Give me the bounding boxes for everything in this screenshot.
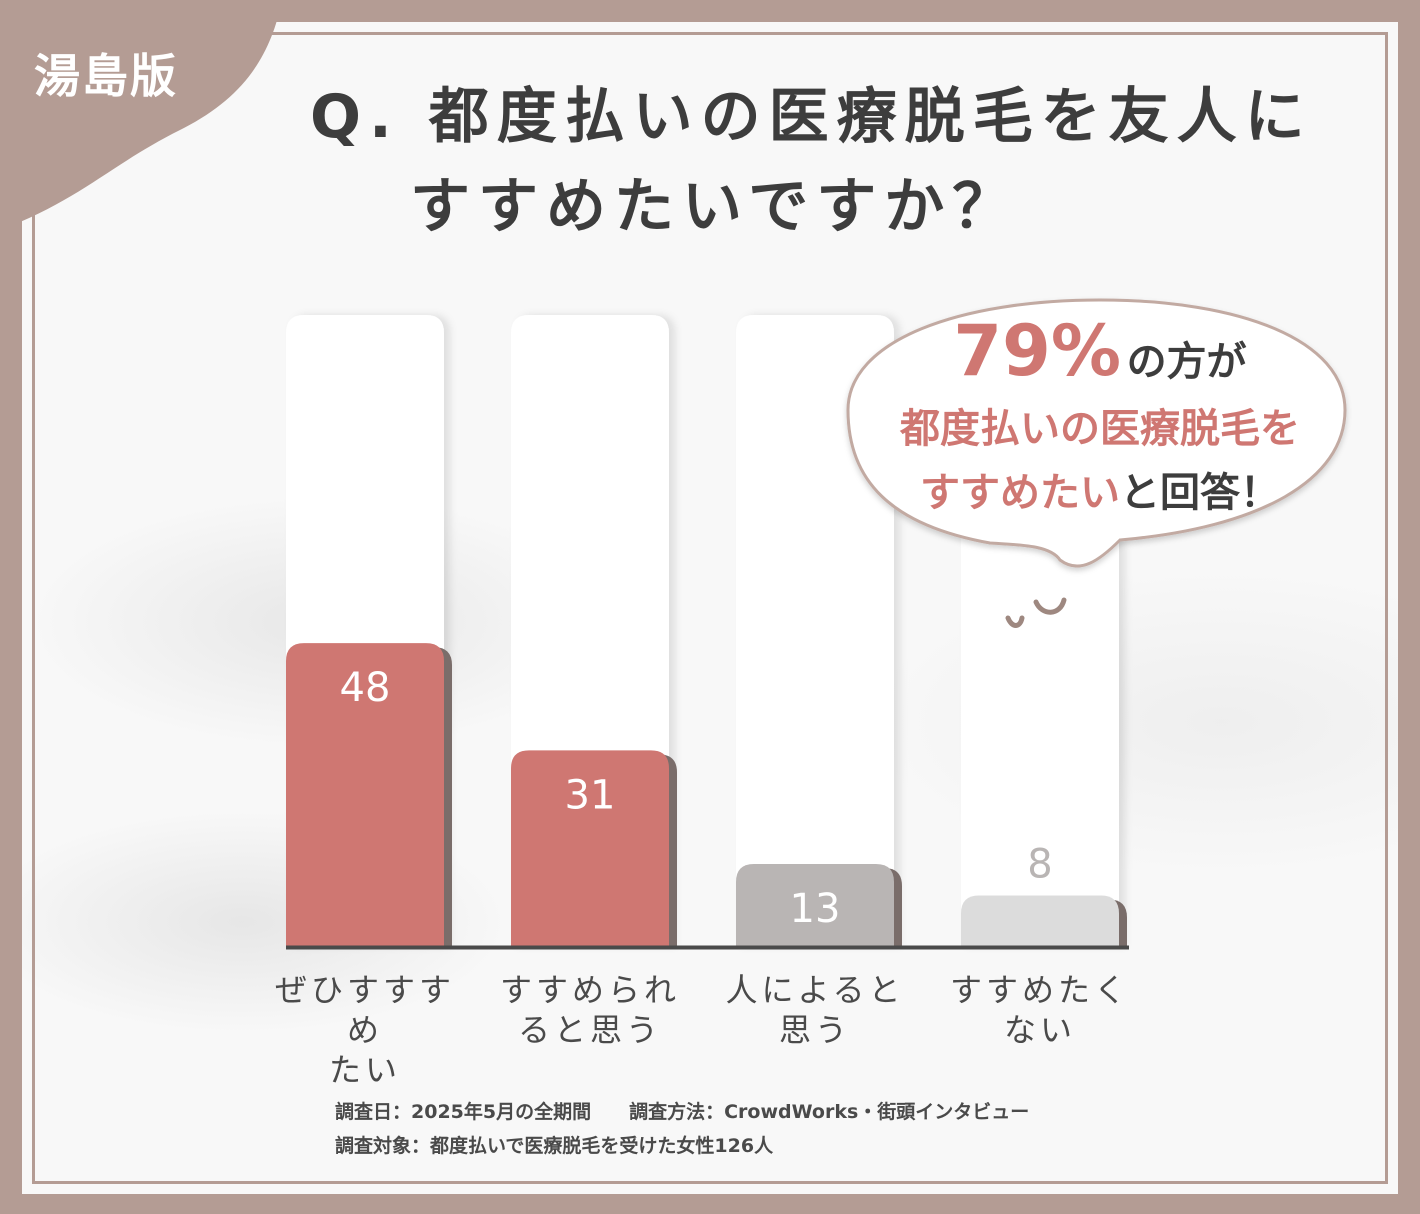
page-title: Q. 都度払いの医療脱毛を友人に すすめたいですか？ bbox=[310, 72, 1360, 252]
inner-border bbox=[32, 32, 1388, 1184]
callout-percent: 79% bbox=[953, 310, 1121, 392]
x-tick-label-line: ない bbox=[1003, 1011, 1076, 1049]
x-tick-label-line: すすめられ bbox=[499, 971, 680, 1009]
corner-badge bbox=[0, 0, 282, 230]
callout-line-2: 都度払いの医療脱毛を bbox=[900, 406, 1300, 452]
x-tick-label-line: たい bbox=[328, 1051, 401, 1089]
callout-answer: と回答！ bbox=[1120, 470, 1280, 516]
bar bbox=[286, 643, 444, 946]
footnote-survey-target: 調査対象：都度払いで医療脱毛を受けた女性126人 bbox=[335, 1135, 774, 1157]
bar bbox=[736, 863, 894, 946]
badge-label: 湯島版 bbox=[34, 49, 178, 103]
x-tick-label: ぜひすすすめ たい bbox=[260, 970, 470, 1090]
callout-highlight: すすめたい bbox=[920, 470, 1120, 516]
footnote-survey-date-method: 調査日：2025年5月の全期間 調査方法：CrowdWorks・街頭インタビュー bbox=[335, 1101, 1030, 1123]
x-tick-label: 人によると 思う bbox=[710, 970, 920, 1050]
bar-value-label: 8 bbox=[1027, 842, 1052, 888]
title-line-1: Q. 都度払いの医療脱毛を友人に bbox=[310, 82, 1313, 152]
infographic-card bbox=[22, 22, 1398, 1194]
callout-line-3: すすめたいと回答！ bbox=[860, 460, 1340, 518]
x-tick-label-line: ぜひすすすめ bbox=[274, 971, 455, 1049]
card-background bbox=[22, 22, 1398, 1194]
bar-track bbox=[736, 315, 894, 946]
callout-of: の方が bbox=[1126, 339, 1247, 385]
callout-text: 79% の方が 都度払いの医療脱毛を すすめたいと回答！ bbox=[860, 310, 1340, 518]
bar-value-label: 31 bbox=[565, 772, 616, 818]
bar bbox=[961, 895, 1119, 946]
x-tick-label: すすめられ ると思う bbox=[485, 970, 695, 1050]
x-tick-label-line: 人によると bbox=[725, 971, 905, 1009]
x-tick-label-line: ると思う bbox=[517, 1011, 662, 1049]
bar-value-label: 48 bbox=[340, 665, 391, 711]
x-tick-label: すすめたく ない bbox=[935, 970, 1145, 1050]
title-line-2: すすめたいですか？ bbox=[410, 172, 1021, 242]
bar bbox=[511, 750, 669, 946]
x-tick-label-line: 思う bbox=[778, 1011, 851, 1049]
x-tick-label-line: すすめたく bbox=[949, 971, 1130, 1009]
bar-value-label: 13 bbox=[790, 886, 841, 932]
